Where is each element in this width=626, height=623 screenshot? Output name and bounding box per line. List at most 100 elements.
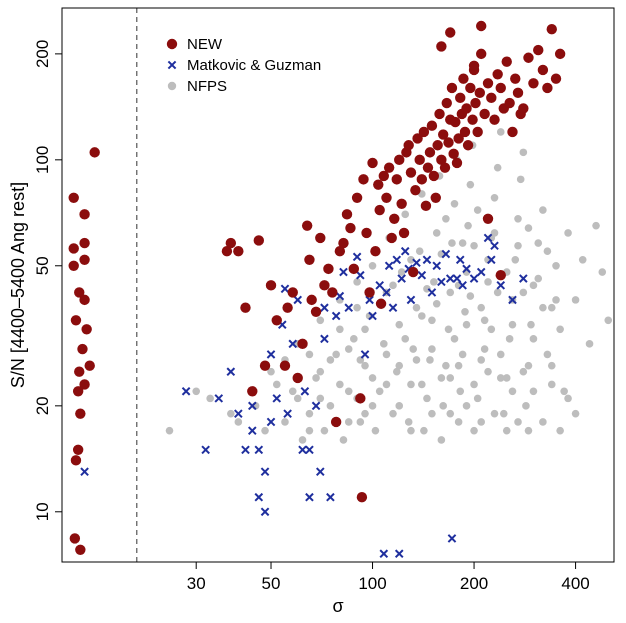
point-matkovic <box>254 445 264 455</box>
point-new <box>462 140 474 151</box>
point-matkovic <box>283 409 292 418</box>
point-nfps <box>353 278 361 286</box>
plot-frame <box>61 7 615 563</box>
point-nfps <box>409 345 417 353</box>
point-nfps <box>305 426 314 435</box>
point-new <box>304 254 315 265</box>
point-new <box>507 126 518 138</box>
point-new <box>482 213 494 224</box>
point-nfps <box>519 288 528 297</box>
point-matkovic <box>260 507 270 517</box>
point-matkovic <box>298 445 307 455</box>
point-new <box>306 294 317 306</box>
point-nfps <box>227 409 235 418</box>
point-nfps <box>552 261 560 270</box>
point-nfps <box>397 268 406 276</box>
point-new <box>501 56 512 67</box>
point-nfps <box>508 387 517 396</box>
point-nfps <box>375 387 384 396</box>
point-matkovic <box>300 386 310 396</box>
point-nfps <box>368 374 377 382</box>
point-new <box>439 162 451 173</box>
point-nfps <box>305 409 314 418</box>
point-new <box>451 157 463 169</box>
x-tick-label: 100 <box>358 574 386 593</box>
point-new <box>443 137 454 148</box>
point-matkovic <box>272 394 282 403</box>
point-nfps <box>524 426 533 435</box>
point-matkovic <box>266 417 276 427</box>
point-new <box>467 114 478 125</box>
point-matkovic <box>447 534 457 543</box>
point-new <box>240 302 251 313</box>
point-matkovic <box>214 394 224 403</box>
point-nfps <box>519 367 528 376</box>
point-nfps <box>456 387 465 396</box>
point-nfps <box>470 380 478 389</box>
point-nfps <box>446 374 455 382</box>
point-new <box>528 78 539 89</box>
point-matkovic <box>315 467 325 476</box>
point-matkovic <box>247 401 257 411</box>
point-new <box>74 366 85 377</box>
point-nfps <box>564 229 572 237</box>
point-nfps <box>389 409 397 418</box>
point-new <box>420 200 432 212</box>
point-nfps <box>477 303 486 312</box>
point-matkovic <box>344 303 354 313</box>
point-matkovic <box>320 303 329 313</box>
point-nfps <box>464 221 472 230</box>
legend-label: Matkovic & Guzman <box>187 57 321 74</box>
point-nfps <box>407 255 415 264</box>
point-nfps <box>543 350 552 359</box>
point-nfps <box>395 402 404 410</box>
point-nfps <box>598 268 607 276</box>
point-nfps <box>514 214 522 223</box>
point-new <box>510 73 521 84</box>
point-nfps <box>534 239 543 247</box>
point-new <box>297 338 308 350</box>
point-new <box>81 324 92 335</box>
point-matkovic <box>400 246 410 256</box>
point-new <box>253 235 265 246</box>
point-nfps <box>473 206 482 214</box>
point-new <box>361 227 372 239</box>
point-new <box>265 280 277 291</box>
point-new <box>533 44 544 56</box>
point-nfps <box>505 335 514 343</box>
point-nfps <box>344 345 353 353</box>
x-tick-label: 50 <box>262 574 281 593</box>
point-nfps <box>496 350 505 359</box>
point-matkovic <box>519 274 528 283</box>
point-new <box>441 97 452 109</box>
point-new <box>72 444 84 456</box>
point-nfps <box>524 224 533 232</box>
point-nfps <box>356 418 365 426</box>
plot-points <box>68 20 613 559</box>
point-new <box>356 492 368 503</box>
point-new <box>70 455 82 466</box>
point-matkovic <box>305 445 314 455</box>
point-new <box>542 82 553 94</box>
point-nfps <box>404 418 413 426</box>
point-new <box>79 209 90 220</box>
point-nfps <box>312 374 320 382</box>
point-new <box>233 246 244 257</box>
point-new <box>465 82 476 94</box>
point-nfps <box>442 214 450 223</box>
point-nfps <box>353 303 361 312</box>
point-nfps <box>516 175 525 184</box>
point-new <box>77 343 88 355</box>
point-nfps <box>524 361 533 370</box>
point-new <box>68 260 79 271</box>
point-nfps <box>332 350 340 359</box>
point-matkovic <box>360 350 370 359</box>
point-matkovic <box>469 274 479 283</box>
point-nfps <box>454 361 463 370</box>
point-nfps <box>448 239 456 247</box>
point-new <box>468 60 480 71</box>
point-new <box>358 174 369 185</box>
point-nfps <box>395 361 404 370</box>
point-new <box>79 294 90 306</box>
